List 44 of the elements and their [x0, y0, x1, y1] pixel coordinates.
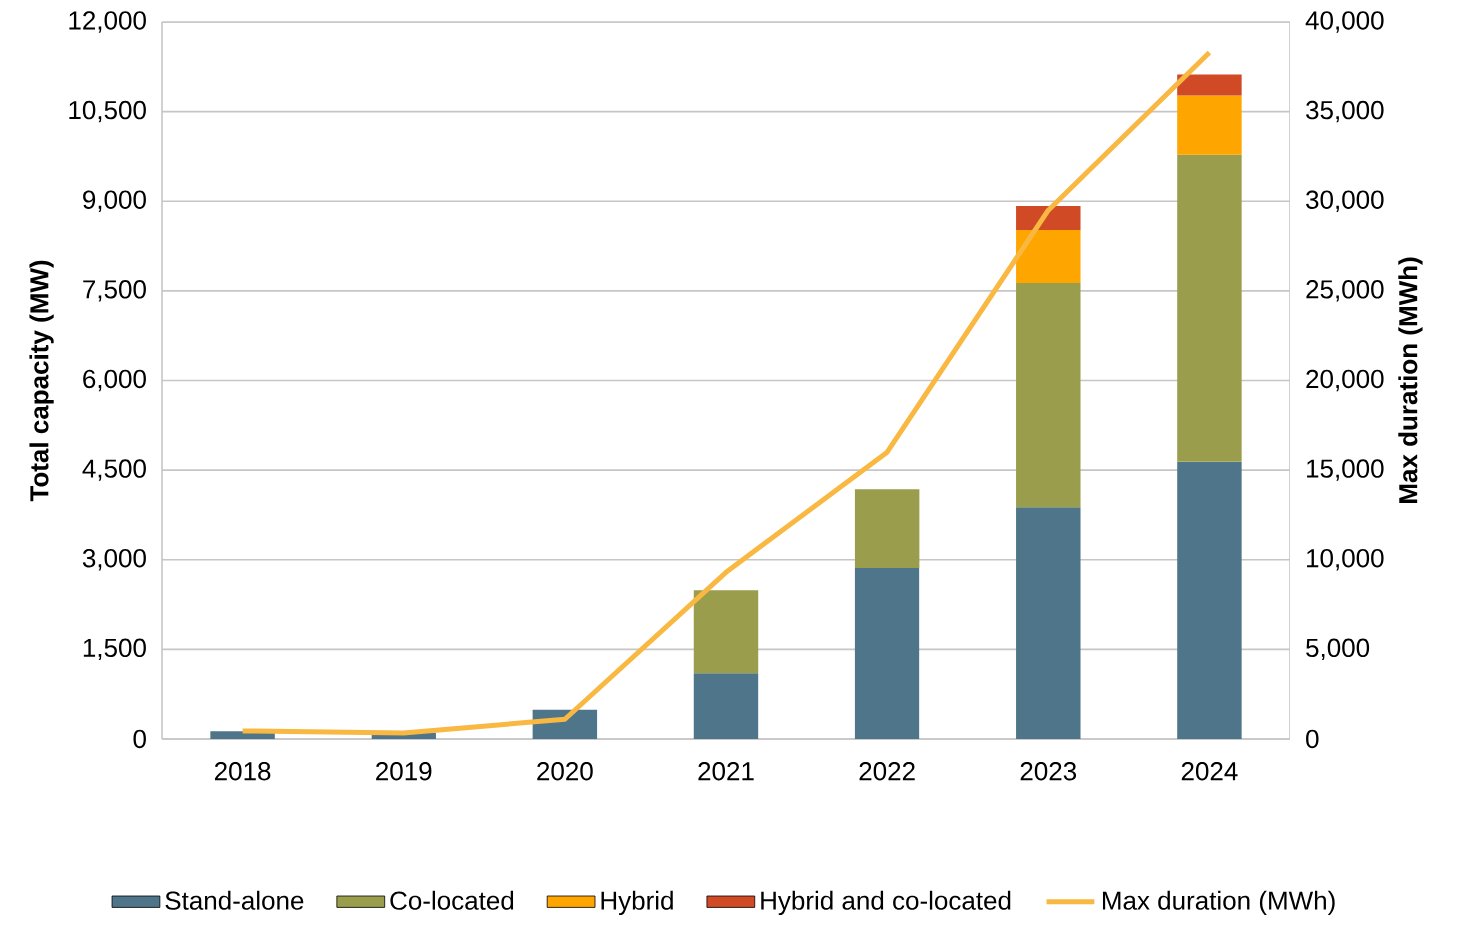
y2-axis-title: Max duration (MWh)	[1398, 257, 1423, 503]
y-tick-label: 1,500	[83, 638, 146, 661]
x-tick-label: 2018	[214, 762, 271, 781]
bar	[1016, 206, 1081, 230]
bar	[854, 568, 920, 739]
legend-label: Hybrid and co-located	[761, 890, 1011, 916]
x-tick-label: 2019	[376, 762, 432, 781]
x-tick-label: 2021	[698, 762, 754, 781]
x-tick-label: 2022	[859, 762, 915, 781]
x-tick-label: 2024	[1181, 762, 1238, 781]
legend-label: Max duration (MWh)	[1102, 890, 1335, 916]
y-tick-label: 10,500	[69, 100, 146, 123]
y2-tick-label: 30,000	[1306, 190, 1384, 212]
bar	[854, 489, 920, 569]
y2-tick-label: 35,000	[1306, 100, 1384, 123]
y2-tick-label: 0	[1306, 729, 1319, 749]
y-tick-label: 4,500	[82, 459, 146, 481]
y-tick-label: 6,000	[83, 369, 146, 392]
bar	[1016, 507, 1081, 739]
y2-tick-label: 15,000	[1307, 459, 1384, 481]
bar	[1177, 74, 1242, 96]
y-tick-label: 9,000	[83, 190, 146, 212]
bar	[1016, 229, 1081, 284]
bar	[1177, 95, 1242, 155]
y-tick-label: 3,000	[82, 548, 146, 571]
y2-tick-label: 40,000	[1305, 11, 1384, 33]
legend-label: Stand-alone	[165, 890, 304, 910]
bar	[1177, 461, 1242, 739]
y2-tick-label: 10,000	[1307, 548, 1384, 571]
y2-tick-label: 5,000	[1306, 638, 1370, 661]
bar	[1016, 283, 1081, 508]
y-tick-label: 0	[133, 729, 146, 749]
legend-label: Co-located	[390, 890, 514, 910]
bar	[693, 673, 759, 739]
y-tick-label: 7,500	[83, 280, 146, 302]
y2-tick-label: 25,000	[1306, 280, 1384, 302]
y-axis-title: Total capacity (MW)	[29, 260, 54, 502]
y-tick-label: 12,000	[69, 11, 146, 33]
legend-label: Hybrid	[601, 890, 673, 916]
x-tick-label: 2023	[1020, 762, 1077, 781]
y2-tick-label: 20,000	[1306, 369, 1384, 392]
x-tick-label: 2020	[537, 762, 593, 781]
bar	[693, 590, 759, 674]
bar	[1177, 154, 1242, 462]
